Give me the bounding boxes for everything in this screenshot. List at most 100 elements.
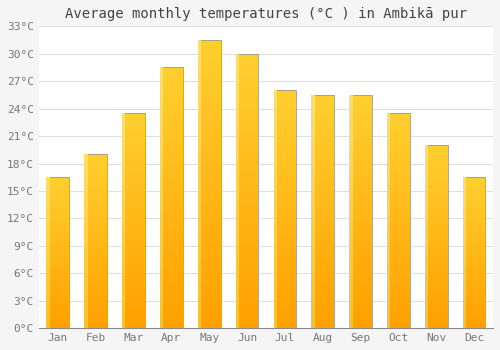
Bar xyxy=(349,132,372,137)
Bar xyxy=(84,217,107,220)
Bar xyxy=(122,302,126,307)
Bar xyxy=(463,183,485,186)
Bar xyxy=(349,109,372,113)
Bar xyxy=(349,104,352,109)
Bar xyxy=(425,255,428,259)
Bar xyxy=(236,120,239,125)
Bar xyxy=(387,221,410,225)
Bar xyxy=(160,239,164,245)
Bar xyxy=(312,272,315,277)
Bar xyxy=(84,290,107,293)
Bar xyxy=(198,265,220,271)
Bar xyxy=(160,208,182,214)
Bar xyxy=(46,232,50,235)
Bar xyxy=(160,323,182,328)
Bar xyxy=(46,298,50,301)
Bar xyxy=(84,276,87,280)
Bar xyxy=(425,310,428,314)
Bar xyxy=(160,135,182,140)
Bar xyxy=(46,322,69,325)
Bar xyxy=(122,161,145,165)
Bar xyxy=(160,239,182,245)
Bar xyxy=(198,69,201,75)
Bar xyxy=(349,155,372,160)
Bar xyxy=(198,75,220,80)
Bar xyxy=(236,273,258,279)
Bar xyxy=(312,160,334,165)
Bar xyxy=(274,257,277,261)
Bar xyxy=(160,120,182,125)
Bar xyxy=(349,267,372,272)
Bar xyxy=(236,235,258,240)
Bar xyxy=(425,153,428,156)
Bar xyxy=(236,54,258,328)
Bar xyxy=(122,152,126,156)
Bar xyxy=(46,214,69,217)
Bar xyxy=(312,141,334,146)
Bar xyxy=(312,207,315,211)
Bar xyxy=(160,255,164,260)
Bar xyxy=(198,155,220,161)
Bar xyxy=(425,295,428,299)
Bar xyxy=(46,253,69,256)
Bar xyxy=(46,289,69,292)
Bar xyxy=(274,271,296,276)
Bar xyxy=(160,130,164,135)
Bar xyxy=(84,234,107,238)
Bar xyxy=(349,244,352,249)
Bar xyxy=(198,126,201,132)
Bar xyxy=(349,99,352,104)
Bar xyxy=(387,272,390,276)
Bar xyxy=(463,201,485,204)
Bar xyxy=(387,169,410,173)
Bar xyxy=(425,193,428,196)
Bar xyxy=(84,283,107,287)
Bar xyxy=(425,259,428,262)
Bar xyxy=(425,226,428,229)
Bar xyxy=(46,189,69,193)
Bar xyxy=(274,290,296,295)
Bar xyxy=(46,295,69,298)
Bar xyxy=(463,259,485,262)
Bar xyxy=(349,127,352,132)
Bar xyxy=(425,270,428,273)
Bar xyxy=(160,281,182,287)
Bar xyxy=(463,316,485,319)
Bar xyxy=(463,186,466,189)
Bar xyxy=(122,191,126,195)
Bar xyxy=(84,325,107,328)
Bar xyxy=(312,169,334,174)
Bar xyxy=(236,70,258,76)
Bar xyxy=(349,207,372,211)
Bar xyxy=(198,224,220,230)
Bar xyxy=(236,103,258,108)
Bar xyxy=(349,155,352,160)
Bar xyxy=(387,208,390,212)
Bar xyxy=(387,294,390,298)
Bar xyxy=(236,65,239,70)
Bar xyxy=(84,287,87,290)
Bar xyxy=(160,297,164,302)
Bar xyxy=(349,225,372,230)
Bar xyxy=(46,295,50,298)
Bar xyxy=(160,271,182,276)
Bar xyxy=(463,304,485,307)
Bar xyxy=(84,179,87,182)
Bar xyxy=(160,73,182,78)
Bar xyxy=(84,280,87,283)
Bar xyxy=(236,290,239,295)
Bar xyxy=(274,224,277,228)
Bar xyxy=(160,198,164,203)
Bar xyxy=(236,306,258,312)
Bar xyxy=(312,193,334,197)
Bar xyxy=(160,177,164,182)
Bar xyxy=(122,320,126,324)
Bar xyxy=(274,138,296,143)
Bar xyxy=(160,214,182,219)
Bar xyxy=(84,321,87,325)
Bar xyxy=(463,310,485,313)
Bar xyxy=(387,242,410,246)
Bar xyxy=(463,198,466,201)
Bar xyxy=(312,165,315,169)
Bar xyxy=(84,175,107,179)
